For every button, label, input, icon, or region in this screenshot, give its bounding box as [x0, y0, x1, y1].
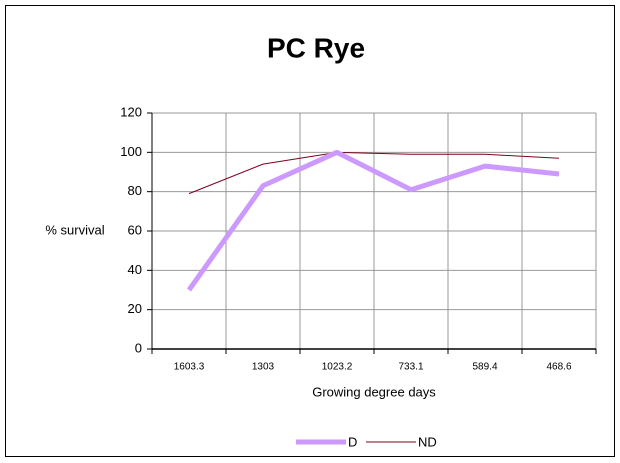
- legend-label: ND: [418, 434, 437, 449]
- y-tick-label: 20: [128, 301, 142, 316]
- x-tick-label: 589.4: [472, 362, 497, 373]
- chart-title: PC Rye: [267, 32, 365, 63]
- y-tick-label: 100: [120, 144, 142, 159]
- x-tick-label: 733.1: [398, 362, 423, 373]
- x-axis-label: Growing degree days: [312, 384, 436, 399]
- series-line: [188, 151, 560, 195]
- y-tick-label: 80: [128, 183, 142, 198]
- x-tick-label: 1603.3: [174, 362, 205, 373]
- y-tick-label: 120: [120, 104, 142, 119]
- x-tick-label: 468.6: [546, 362, 571, 373]
- y-tick-label: 0: [135, 340, 142, 355]
- legend-label: D: [348, 434, 357, 449]
- y-tick-label: 40: [128, 262, 142, 277]
- x-tick-label: 1303: [252, 362, 275, 373]
- y-tick-label: 60: [128, 222, 142, 237]
- x-tick-label: 1023.2: [322, 362, 353, 373]
- y-axis-label: % survival: [45, 222, 104, 237]
- series-line: [186, 149, 560, 292]
